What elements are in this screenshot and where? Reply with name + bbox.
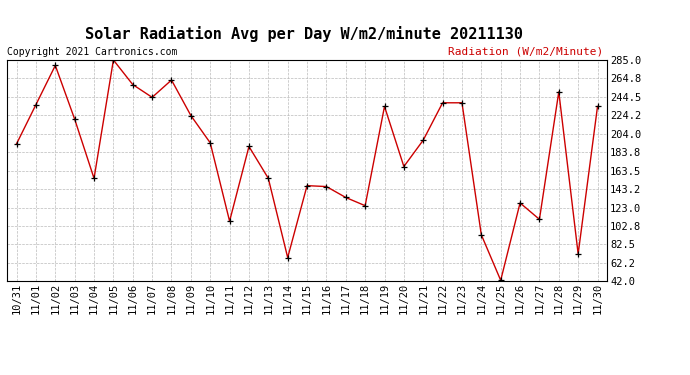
Text: Solar Radiation Avg per Day W/m2/minute 20211130: Solar Radiation Avg per Day W/m2/minute … [85, 26, 522, 42]
Text: Radiation (W/m2/Minute): Radiation (W/m2/Minute) [448, 47, 604, 57]
Text: Copyright 2021 Cartronics.com: Copyright 2021 Cartronics.com [7, 47, 177, 57]
